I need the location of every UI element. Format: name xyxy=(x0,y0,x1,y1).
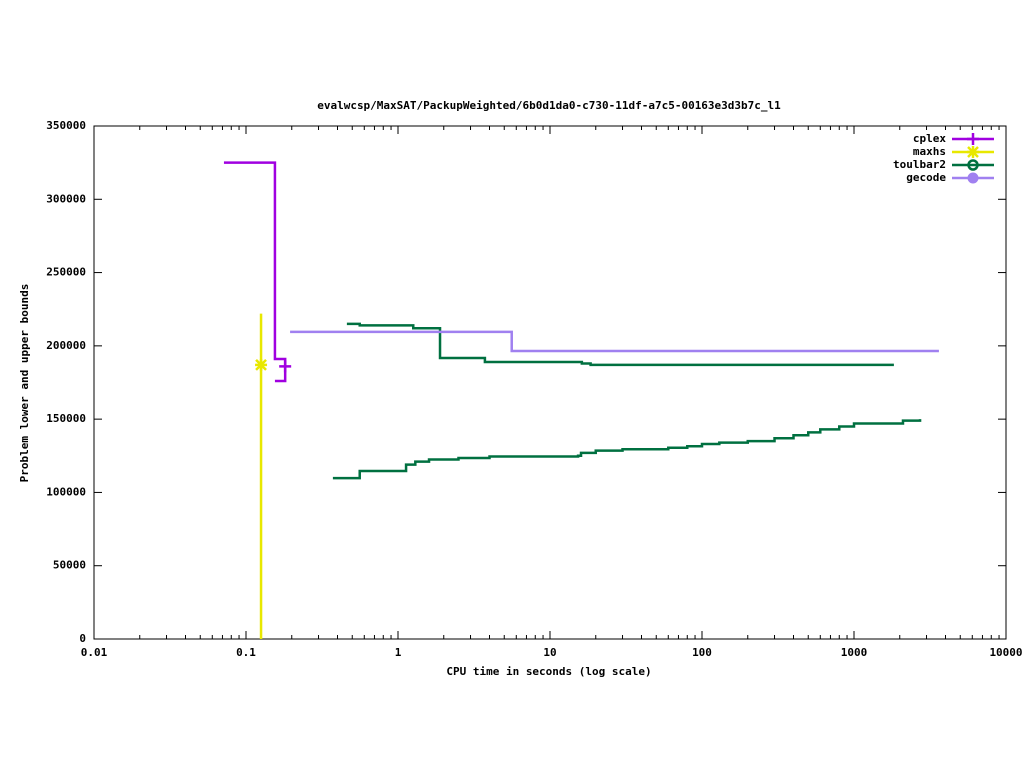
legend-label: gecode xyxy=(906,171,946,184)
marker-part xyxy=(255,359,267,371)
marker xyxy=(967,133,979,145)
plot-frame xyxy=(93,125,1007,640)
y-tick-label: 200000 xyxy=(46,339,86,352)
y-tick-label: 150000 xyxy=(46,412,86,425)
x-tick-label: 1000 xyxy=(841,646,868,659)
series-line xyxy=(332,322,922,480)
legend-label: cplex xyxy=(913,132,946,145)
marker xyxy=(255,358,268,371)
y-tick-label: 250000 xyxy=(46,266,86,279)
marker xyxy=(967,159,979,171)
x-tick-label: 10000 xyxy=(989,646,1022,659)
legend-label: maxhs xyxy=(913,145,946,158)
x-tick-label: 0.01 xyxy=(81,646,108,659)
y-tick-label: 350000 xyxy=(46,119,86,132)
x-tick-label: 0.1 xyxy=(236,646,256,659)
x-tick-label: 10 xyxy=(543,646,556,659)
x-axis-label: CPU time in seconds (log scale) xyxy=(446,665,651,678)
chart-title: evalwcsp/MaxSAT/PackupWeighted/6b0d1da0-… xyxy=(317,99,781,112)
x-tick-label: 100 xyxy=(692,646,712,659)
marker-part xyxy=(967,146,979,158)
x-tick-label: 1 xyxy=(395,646,402,659)
marker-part xyxy=(967,159,979,171)
y-tick-label: 0 xyxy=(79,632,86,645)
y-tick-label: 50000 xyxy=(53,559,86,572)
y-tick-label: 100000 xyxy=(46,485,86,498)
legend-label: toulbar2 xyxy=(893,158,946,171)
marker xyxy=(279,360,292,373)
marker-part xyxy=(967,172,979,184)
series-line xyxy=(223,161,287,383)
y-tick-label: 300000 xyxy=(46,192,86,205)
marker xyxy=(967,172,979,184)
y-axis-label: Problem lower and upper bounds xyxy=(18,284,31,483)
marker xyxy=(967,146,979,158)
series-line xyxy=(290,330,939,353)
